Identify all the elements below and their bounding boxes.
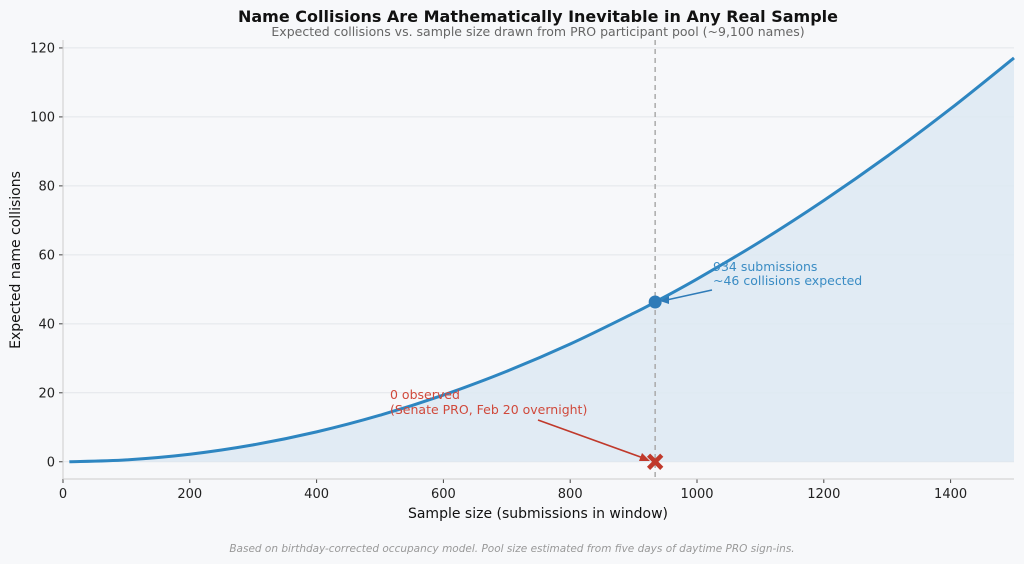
x-tick-label: 400 bbox=[304, 487, 329, 502]
x-tick-label: 600 bbox=[431, 487, 456, 502]
y-tick-label: 120 bbox=[30, 41, 55, 56]
y-axis-label: Expected name collisions bbox=[8, 171, 24, 349]
area-fill bbox=[69, 57, 1015, 462]
x-tick-label: 200 bbox=[177, 487, 202, 502]
y-tick-label: 100 bbox=[30, 110, 55, 125]
annotation-expected-line2: ~46 collisions expected bbox=[713, 273, 862, 288]
annotation-expected-arrow bbox=[661, 289, 713, 302]
series-line-expected-collisions bbox=[69, 56, 1015, 464]
chart-subtitle: Expected collisions vs. sample size draw… bbox=[271, 24, 804, 39]
x-axis-label: Sample size (submissions in window) bbox=[408, 506, 668, 522]
annotation-expected-line1: 934 submissions bbox=[713, 259, 817, 274]
expected-point-marker bbox=[648, 295, 662, 309]
y-tick-label: 0 bbox=[47, 455, 55, 470]
x-tick-label: 1400 bbox=[934, 487, 967, 502]
y-tick-label: 40 bbox=[38, 317, 55, 332]
x-tick-label: 1000 bbox=[680, 487, 713, 502]
y-tick-label: 20 bbox=[38, 386, 55, 401]
chart-title: Name Collisions Are Mathematically Inevi… bbox=[238, 7, 838, 26]
y-tick-label: 80 bbox=[38, 179, 55, 194]
annotation-observed-arrow bbox=[537, 419, 647, 460]
x-tick-label: 0 bbox=[59, 487, 67, 502]
annotation-observed-line1: 0 observed bbox=[390, 387, 460, 402]
y-tick-label: 60 bbox=[38, 248, 55, 263]
observed-point-x-marker bbox=[646, 453, 664, 470]
arrowhead-icon bbox=[660, 296, 669, 304]
footnote: Based on birthday-corrected occupancy mo… bbox=[229, 543, 794, 555]
x-tick-label: 1200 bbox=[807, 487, 840, 502]
annotation-observed-line2: (Senate PRO, Feb 20 overnight) bbox=[390, 402, 587, 417]
arrowhead-icon bbox=[639, 453, 650, 461]
x-tick-label: 800 bbox=[558, 487, 583, 502]
